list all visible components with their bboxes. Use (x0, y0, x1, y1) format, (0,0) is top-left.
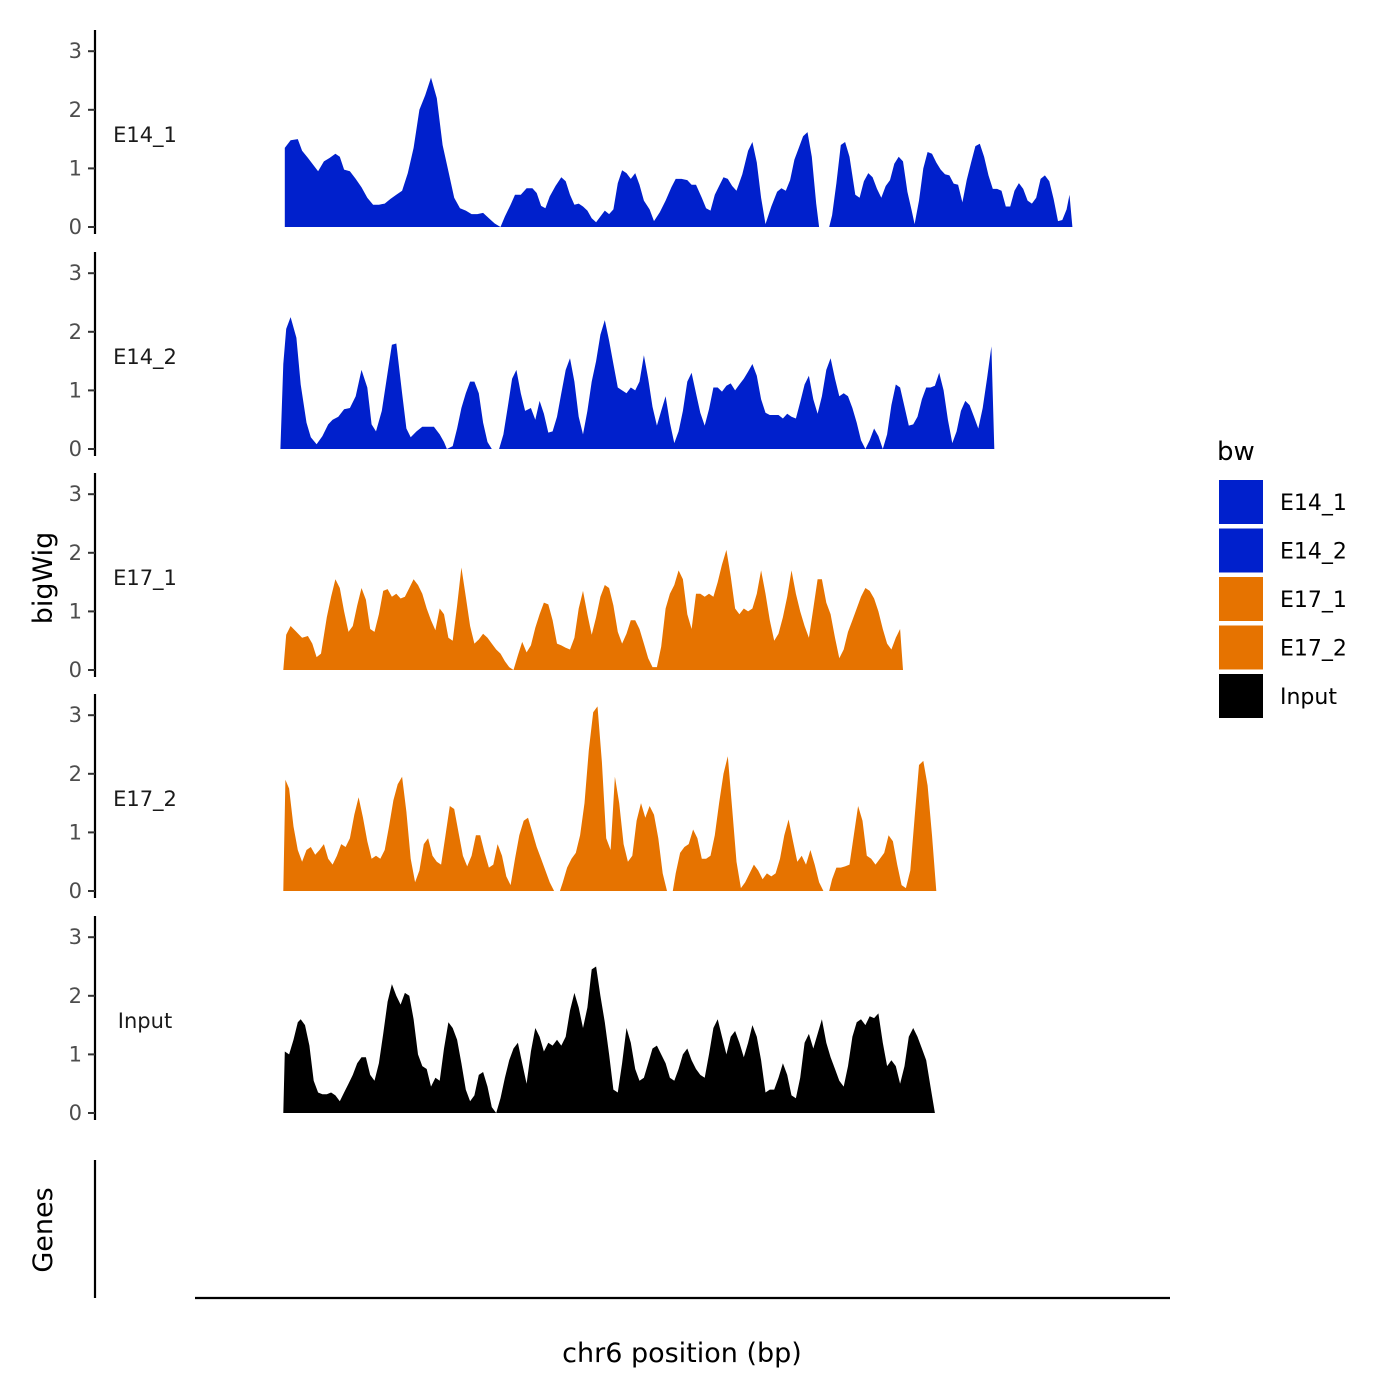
track-label: Input (118, 1009, 172, 1033)
track-e14-1: 0 1 2 3 E14_1 (69, 30, 1073, 239)
y-tick-label: 2 (69, 98, 82, 122)
coverage-area (283, 549, 903, 670)
legend-label: Input (1280, 685, 1337, 710)
y-tick-label: 0 (69, 658, 82, 682)
y-tick-label: 2 (69, 984, 82, 1008)
legend-label: E17_1 (1280, 588, 1347, 613)
legend: bw E14_1 E14_2 E17_1 E17_2 Input (1217, 437, 1347, 718)
coverage-area (283, 706, 937, 891)
x-axis-title: chr6 position (bp) (562, 1338, 802, 1369)
legend-swatch (1219, 625, 1263, 670)
legend-entry: E14_2 (1219, 528, 1347, 573)
track-label: E14_1 (113, 123, 177, 148)
y-tick-label: 1 (69, 156, 82, 180)
y-tick-label: 1 (69, 378, 82, 402)
y-tick-label: 3 (69, 261, 82, 285)
coverage-area (283, 966, 935, 1113)
y-tick-label: 0 (69, 879, 82, 903)
y-tick-label: 0 (69, 1101, 82, 1125)
y-tick-label: 2 (69, 762, 82, 786)
track-e17-2: 0 1 2 3 E17_2 (69, 694, 937, 903)
y-tick-label: 1 (69, 820, 82, 844)
track-label: E17_1 (113, 566, 177, 591)
y-tick-label: 1 (69, 599, 82, 623)
y-tick-label: 3 (69, 482, 82, 506)
coverage-area (284, 77, 1073, 227)
legend-entry: E17_2 (1219, 625, 1347, 670)
y-tick-label: 0 (69, 437, 82, 461)
track-label: E17_2 (113, 787, 177, 812)
genes-axis-title: Genes (28, 1187, 59, 1272)
y-axis-title: bigWig (28, 532, 59, 625)
y-tick-label: 3 (69, 703, 82, 727)
y-tick-label: 2 (69, 541, 82, 565)
track-e14-2: 0 1 2 3 E14_2 (69, 252, 995, 461)
legend-entry: Input (1219, 674, 1337, 718)
y-tick-label: 0 (69, 215, 82, 239)
track-input: 0 1 2 3 Input (69, 916, 935, 1125)
coverage-area (280, 317, 995, 449)
legend-label: E14_1 (1280, 491, 1347, 516)
x-axis: 900200009002100090022000 (195, 1296, 1170, 1300)
y-tick-label: 3 (69, 925, 82, 949)
legend-swatch (1219, 480, 1263, 524)
y-tick-label: 1 (69, 1042, 82, 1066)
legend-label: E17_2 (1280, 637, 1347, 662)
y-tick-label: 2 (69, 320, 82, 344)
y-tick-label: 3 (69, 39, 82, 63)
legend-swatch (1219, 528, 1263, 573)
tracks-group: 0 1 2 3 E14_1 0 1 2 3 E14_2 0 1 2 3 E17_1 0 1 2 3 E17_2 0 1 2 3… (69, 30, 1073, 1125)
track-label: E14_2 (113, 345, 177, 370)
legend-entry: E17_1 (1219, 577, 1347, 621)
legend-title: bw (1217, 437, 1255, 467)
genes-panel: Vmn1r47 (93, 1160, 97, 1298)
track-e17-1: 0 1 2 3 E17_1 (69, 473, 903, 682)
legend-swatch (1219, 577, 1263, 621)
legend-label: E14_2 (1280, 540, 1347, 565)
legend-swatch (1219, 674, 1263, 718)
legend-entry: E14_1 (1219, 480, 1347, 524)
